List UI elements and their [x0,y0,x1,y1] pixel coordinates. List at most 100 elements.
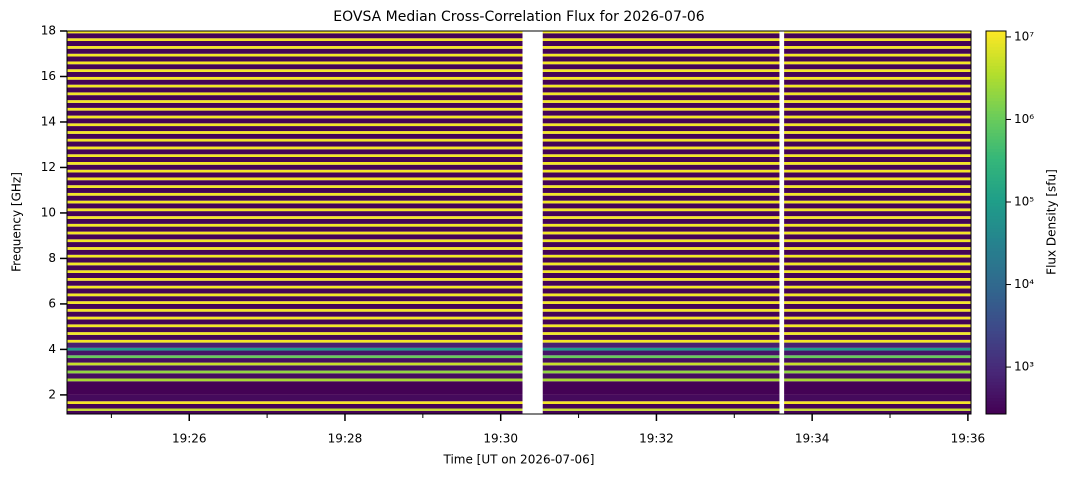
heatmap-cell [542,131,780,134]
heatmap-cell [67,370,523,374]
heatmap-cell [67,211,523,217]
colorbar-swatch [986,209,1006,214]
heatmap-cell [543,29,780,31]
colorbar-swatch [986,388,1006,393]
heatmap-cell [542,408,780,411]
heatmap-cell [542,154,780,157]
colorbar-swatch [986,238,1006,243]
heatmap-cell [67,362,523,366]
heatmap-cell [67,231,523,235]
colorbar-swatch [986,241,1006,246]
colorbar-swatch [986,142,1006,147]
colorbar-swatch [986,410,1006,415]
heatmap-cell [542,41,780,47]
heatmap-cell [67,365,523,371]
heatmap-cell [67,69,523,72]
heatmap-cell [542,156,780,163]
heatmap-cell [784,216,971,219]
colorbar-swatch [986,101,1006,105]
heatmap-cell [542,71,780,77]
heatmap-cell [784,64,971,70]
heatmap-cell [784,301,971,304]
colorbar-swatch [986,145,1006,150]
heatmap-cell [67,133,523,139]
heatmap-cell [542,200,780,204]
colorbar-swatch [986,343,1006,348]
heatmap-cell [784,131,971,134]
heatmap-cell [542,177,780,181]
heatmap-cell [67,401,523,404]
colorbar-swatch [986,295,1006,300]
heatmap-cell [67,403,523,409]
heatmap-cell [542,64,780,70]
colorbar-swatch [986,302,1006,306]
colorbar-swatch [986,391,1006,396]
heatmap-cell [542,342,780,348]
colorbar-swatch [986,407,1006,412]
colorbar-swatch [986,378,1006,383]
colorbar-swatch [986,40,1006,45]
x-tick-label: 19:34 [795,432,830,446]
heatmap-cell [784,381,971,395]
heatmap-cell [784,370,971,374]
colorbar-swatch [986,117,1006,121]
heatmap-cell [67,394,523,402]
colorbar-swatch [986,98,1006,102]
heatmap-cell [67,216,523,219]
heatmap-cell [784,200,971,204]
colorbar-swatch [986,190,1006,195]
colorbar-swatch [986,299,1006,303]
heatmap-cell [542,216,780,219]
heatmap-cell [784,218,971,224]
x-tick-label: 19:26 [172,432,207,446]
colorbar-swatch [986,286,1006,291]
heatmap-cell [784,118,971,124]
heatmap-cell [67,31,523,34]
colorbar-swatch [986,31,1006,35]
colorbar-swatch [986,126,1006,131]
colorbar-swatch [986,283,1006,287]
colorbar-swatch [986,69,1006,73]
colorbar-swatch [986,356,1006,361]
heatmap-cell [67,288,523,294]
heatmap-cell [67,48,523,54]
colorbar-swatch [986,212,1006,217]
heatmap-cell [542,311,780,317]
heatmap-cell [67,247,523,250]
heatmap-cell [67,46,523,49]
colorbar-swatch [986,315,1006,319]
colorbar-swatch [986,276,1006,281]
heatmap-cell [784,141,971,147]
colorbar-swatch [986,267,1006,271]
colorbar-swatch [986,82,1006,86]
colorbar-swatch [986,244,1006,249]
heatmap-cell [784,347,971,351]
heatmap-cell [784,115,971,119]
heatmap-cell [542,370,780,374]
heatmap-cell [67,164,523,170]
heatmap-cell [67,332,523,335]
heatmap-cell [542,48,780,54]
heatmap-cell [542,381,780,395]
heatmap-cell [67,254,523,258]
heatmap-cell [542,401,780,404]
heatmap-cell [67,358,523,363]
colorbar-frame [985,30,1007,415]
colorbar-swatch [986,372,1006,377]
heatmap-cell [784,33,971,39]
heatmap-cell [67,123,523,127]
heatmap-cell [542,141,780,147]
heatmap-cell [784,41,971,47]
heatmap-cell [542,257,780,263]
heatmap-cell [67,169,523,173]
heatmap-cell [784,311,971,317]
x-tick-label: 19:28 [328,432,363,446]
colorbar-swatch [986,120,1006,125]
heatmap-cell [542,249,780,255]
heatmap-cell [784,394,971,402]
heatmap-cell [784,208,971,212]
heatmap-cell [67,311,523,317]
heatmap-cell [542,288,780,294]
heatmap-cell [784,154,971,157]
